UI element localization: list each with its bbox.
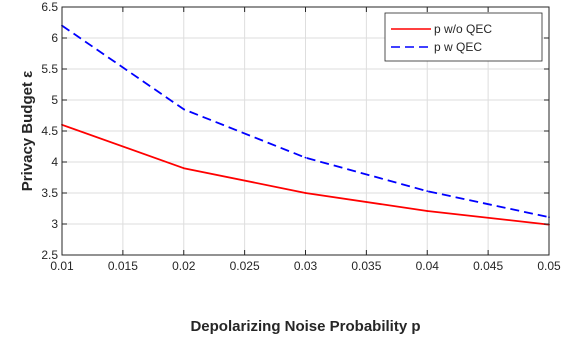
x-tick-label: 0.025: [230, 259, 260, 273]
y-tick-label: 4: [51, 155, 58, 169]
x-tick-label: 0.045: [473, 259, 503, 273]
data-point: [304, 192, 307, 194]
legend-box: [384, 12, 543, 62]
legend-label-p-with-qec: p w QEC: [434, 40, 482, 54]
y-tick-label: 6: [51, 31, 58, 45]
y-tick-labels: 2.5 3 3.5 4 4.5 5 5.5 6 6.5: [41, 0, 58, 262]
y-tick-label: 3: [51, 217, 58, 231]
legend: p w/o QEC p w QEC: [384, 12, 543, 62]
x-tick-labels: 0.01 0.015 0.02 0.025 0.03 0.035 0.04 0.045 0.05: [50, 259, 561, 273]
y-tick-label: 6.5: [41, 0, 58, 14]
y-tick-label: 4.5: [41, 124, 58, 138]
x-axis-label: Depolarizing Noise Probability p: [190, 318, 420, 335]
y-tick-label: 5: [51, 93, 58, 107]
y-tick-label: 2.5: [41, 248, 58, 262]
x-tick-label: 0.01: [50, 259, 74, 273]
data-point: [182, 167, 185, 170]
series-line-p-with-qec: [61, 24, 550, 219]
x-tick-label: 0.02: [172, 259, 196, 273]
data-point: [426, 210, 429, 212]
ticks: [61, 6, 550, 256]
y-axis-label: Privacy Budget ε: [19, 71, 36, 192]
y-tick-label: 3.5: [41, 186, 58, 200]
legend-label-p-without-qec: p w/o QEC: [434, 22, 492, 36]
x-tick-label: 0.05: [537, 259, 561, 273]
data-point: [426, 190, 429, 193]
x-tick-label: 0.03: [294, 259, 318, 273]
x-tick-label: 0.04: [416, 259, 440, 273]
y-tick-label: 5.5: [41, 62, 58, 76]
data-point: [182, 108, 185, 111]
x-tick-label: 0.035: [351, 259, 381, 273]
data-point: [304, 156, 307, 159]
x-tick-label: 0.015: [108, 259, 138, 273]
